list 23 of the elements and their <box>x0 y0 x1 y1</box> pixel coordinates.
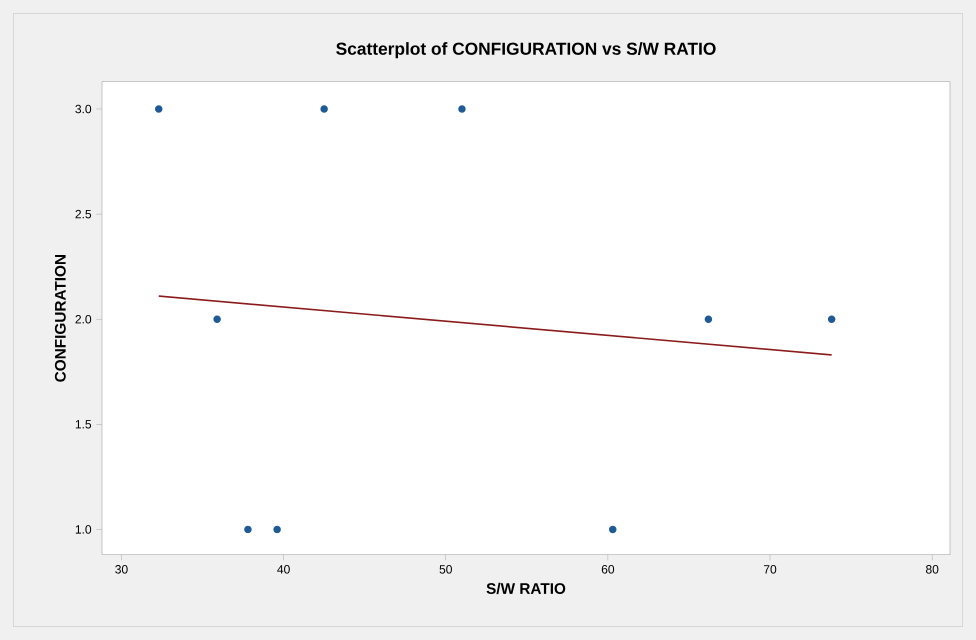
x-tick-label: 30 <box>115 565 128 574</box>
point <box>609 526 616 534</box>
chart-title: Scatterplot of CONFIGURATION vs S/W RATIO <box>336 42 716 58</box>
point <box>273 526 281 534</box>
y-tick-label: 2.5 <box>76 210 92 218</box>
point <box>828 315 836 323</box>
x-tick-label: 60 <box>602 565 614 574</box>
y-axis-title: CONFIGURATION <box>54 255 66 382</box>
point <box>155 105 162 113</box>
x-tick-label: 40 <box>277 565 290 574</box>
x-axis-title: S/W RATIO <box>486 582 566 594</box>
point <box>704 315 712 323</box>
y-tick-label: 1.5 <box>76 420 92 429</box>
y-tick-label: 1.0 <box>76 525 92 534</box>
x-tick-label: 50 <box>440 565 452 574</box>
x-tick-label: 70 <box>764 565 776 574</box>
point <box>320 105 328 113</box>
point <box>213 315 221 323</box>
y-tick-label: 3.0 <box>75 104 92 114</box>
x-tick-label: 80 <box>926 565 938 574</box>
point <box>458 105 466 113</box>
y-tick-label: 2.0 <box>76 314 92 324</box>
point <box>244 526 252 534</box>
